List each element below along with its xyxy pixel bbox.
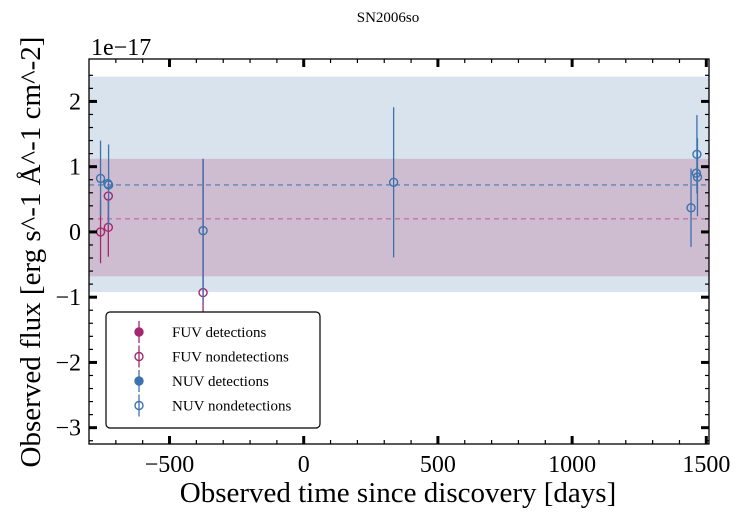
y-tick-label: 2 xyxy=(69,89,81,115)
legend-label: FUV detections xyxy=(172,325,266,341)
legend-label: FUV nondetections xyxy=(172,350,289,366)
chart-title: SN2006so xyxy=(357,10,420,26)
y-offset-text: 1e−17 xyxy=(91,35,151,61)
legend: FUV detections FUV nondetections NUV detec… xyxy=(105,311,321,429)
labels-layer: −500 0 500 1000 1500 −3 −2 −1 0 1 2 xyxy=(55,89,730,478)
nuv-nondetections-point xyxy=(103,180,114,190)
legend-box xyxy=(105,311,321,429)
y-tick-label: −2 xyxy=(55,350,81,376)
nuv-nondetections-point xyxy=(692,172,703,182)
legend-marker-fuv-nondetections xyxy=(134,351,144,362)
x-tick-label: 0 xyxy=(298,452,310,478)
x-axis-label: Observed time since discovery [days] xyxy=(180,477,616,509)
ticks-layer xyxy=(89,59,709,444)
x-tick-label: 1000 xyxy=(548,452,596,478)
bands-layer xyxy=(89,76,709,292)
nuv-nondetections-point xyxy=(198,225,208,236)
y-tick-label: 1 xyxy=(69,155,81,181)
y-tick-label: 0 xyxy=(69,220,81,246)
x-tick-label: 500 xyxy=(420,452,456,478)
legend-label: NUV nondetections xyxy=(172,399,291,415)
nuv-nondetections-point xyxy=(95,173,106,184)
nuv-nondetections-point xyxy=(388,177,399,188)
legend-items: FUV detections FUV nondetections NUV detec… xyxy=(134,321,291,417)
points-layer xyxy=(95,107,703,427)
legend-label: NUV detections xyxy=(172,374,269,390)
nuv-band xyxy=(89,76,709,292)
y-tick-label: −3 xyxy=(55,416,81,442)
y-tick-label: −1 xyxy=(55,285,81,311)
y-axis-label: Observed flux [erg s^-1 Å^-1 cm^-2] xyxy=(15,37,47,468)
x-tick-label: −500 xyxy=(145,452,195,478)
legend-marker-fuv-detections xyxy=(134,327,144,337)
plot-frame xyxy=(88,58,710,445)
legend-marker-nuv-detections xyxy=(134,376,144,386)
fuv-band xyxy=(89,158,709,277)
legend-marker-nuv-nondetections xyxy=(134,400,144,411)
nuv-nondetections-point xyxy=(686,203,696,213)
x-tick-label: 1500 xyxy=(682,452,730,478)
